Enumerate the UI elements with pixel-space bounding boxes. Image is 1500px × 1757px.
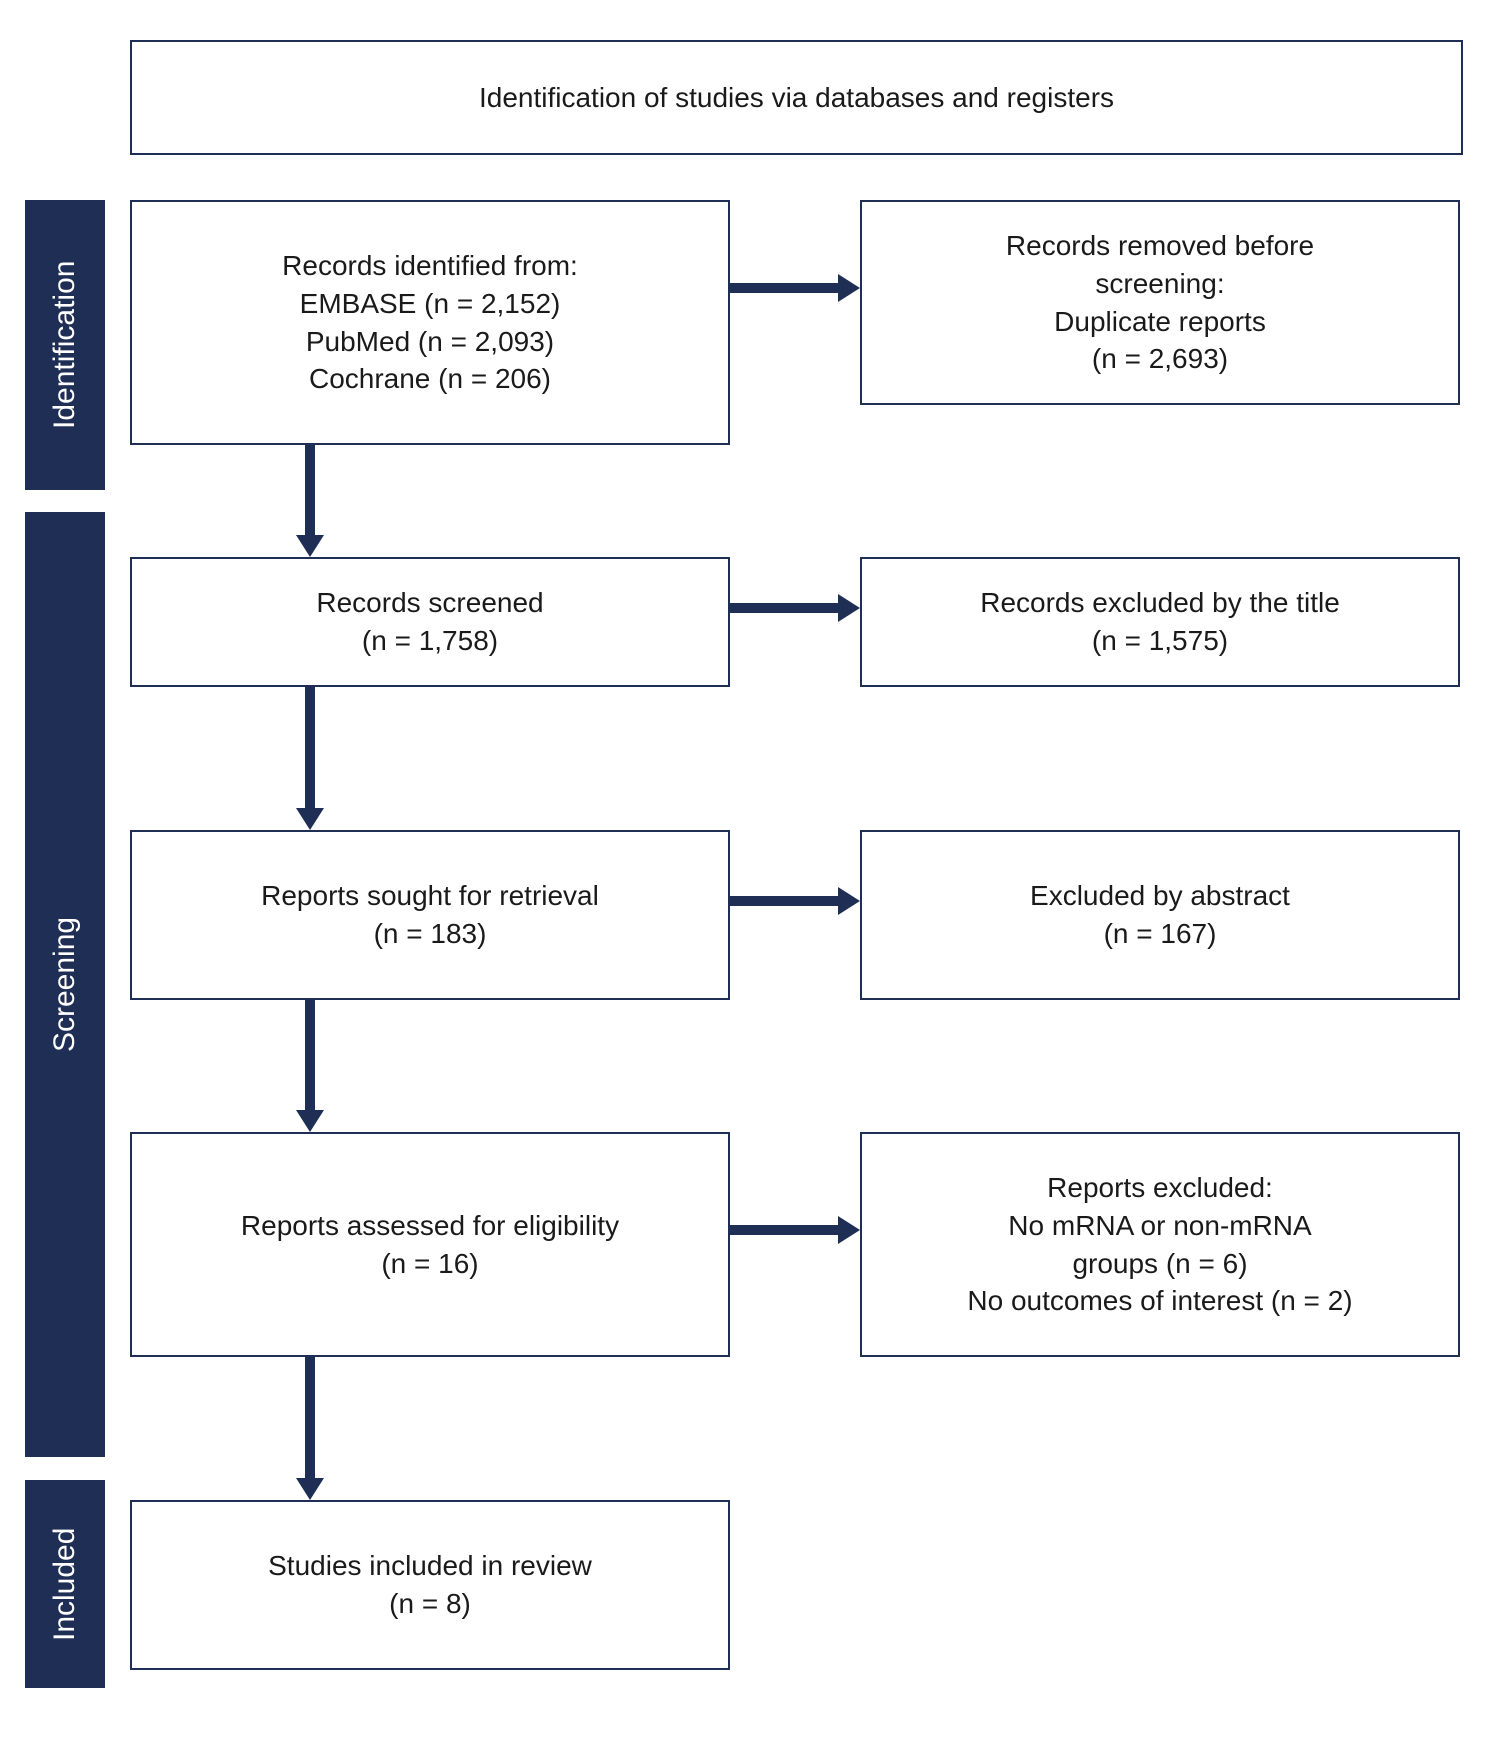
phase-label: Identification xyxy=(48,261,82,429)
box-excluded-reports-line: No outcomes of interest (n = 2) xyxy=(967,1282,1352,1320)
arrow-head-icon xyxy=(296,535,324,557)
box-excluded-title-line: (n = 1,575) xyxy=(1092,622,1228,660)
box-excluded-reports-line: groups (n = 6) xyxy=(1072,1245,1247,1283)
arrow-right xyxy=(730,274,860,302)
box-identified-line: PubMed (n = 2,093) xyxy=(306,323,554,361)
box-excluded-abstract: Excluded by abstract(n = 167) xyxy=(860,830,1460,1000)
box-excluded-reports-line: Reports excluded: xyxy=(1047,1169,1273,1207)
box-excluded-abstract-line: Excluded by abstract xyxy=(1030,877,1290,915)
arrow-down xyxy=(296,445,324,557)
arrow-shaft xyxy=(305,1357,315,1478)
box-screened-line: Records screened xyxy=(316,584,543,622)
arrow-head-icon xyxy=(296,1478,324,1500)
arrow-right xyxy=(730,1216,860,1244)
box-identified-line: Records identified from: xyxy=(282,247,578,285)
box-excluded-abstract-line: (n = 167) xyxy=(1104,915,1217,953)
box-screened-line: (n = 1,758) xyxy=(362,622,498,660)
arrow-down xyxy=(296,1357,324,1500)
arrow-shaft xyxy=(730,603,838,613)
box-removed-line: screening: xyxy=(1095,265,1224,303)
box-excluded-title: Records excluded by the title(n = 1,575) xyxy=(860,557,1460,687)
phase-screening: Screening xyxy=(25,512,105,1457)
box-identified-line: EMBASE (n = 2,152) xyxy=(300,285,561,323)
phase-label: Included xyxy=(48,1527,82,1640)
arrow-down xyxy=(296,1000,324,1132)
arrow-shaft xyxy=(305,445,315,535)
box-sought-line: (n = 183) xyxy=(374,915,487,953)
arrow-down xyxy=(296,687,324,830)
box-removed: Records removed beforescreening:Duplicat… xyxy=(860,200,1460,405)
box-included: Studies included in review(n = 8) xyxy=(130,1500,730,1670)
arrow-shaft xyxy=(305,687,315,808)
box-identified-line: Cochrane (n = 206) xyxy=(309,360,551,398)
box-included-line: (n = 8) xyxy=(389,1585,471,1623)
arrow-shaft xyxy=(730,1225,838,1235)
box-excluded-title-line: Records excluded by the title xyxy=(980,584,1340,622)
arrow-shaft xyxy=(730,283,838,293)
prisma-flowchart: Identification of studies via databases … xyxy=(0,0,1500,1757)
arrow-head-icon xyxy=(296,808,324,830)
arrow-head-icon xyxy=(838,1216,860,1244)
box-assessed-line: (n = 16) xyxy=(381,1245,478,1283)
box-removed-line: Duplicate reports xyxy=(1054,303,1266,341)
box-sought: Reports sought for retrieval(n = 183) xyxy=(130,830,730,1000)
header-box: Identification of studies via databases … xyxy=(130,40,1463,155)
arrow-head-icon xyxy=(838,887,860,915)
box-sought-line: Reports sought for retrieval xyxy=(261,877,599,915)
box-assessed: Reports assessed for eligibility(n = 16) xyxy=(130,1132,730,1357)
arrow-head-icon xyxy=(838,274,860,302)
phase-label: Screening xyxy=(48,917,82,1052)
box-removed-line: (n = 2,693) xyxy=(1092,340,1228,378)
box-assessed-line: Reports assessed for eligibility xyxy=(241,1207,619,1245)
arrow-shaft xyxy=(305,1000,315,1110)
box-identified: Records identified from:EMBASE (n = 2,15… xyxy=(130,200,730,445)
box-included-line: Studies included in review xyxy=(268,1547,592,1585)
header-text: Identification of studies via databases … xyxy=(479,79,1114,117)
phase-identification: Identification xyxy=(25,200,105,490)
box-screened: Records screened(n = 1,758) xyxy=(130,557,730,687)
arrow-right xyxy=(730,594,860,622)
box-excluded-reports-line: No mRNA or non-mRNA xyxy=(1008,1207,1311,1245)
arrow-head-icon xyxy=(296,1110,324,1132)
box-excluded-reports: Reports excluded:No mRNA or non-mRNAgrou… xyxy=(860,1132,1460,1357)
box-removed-line: Records removed before xyxy=(1006,227,1314,265)
arrow-shaft xyxy=(730,896,838,906)
arrow-head-icon xyxy=(838,594,860,622)
phase-included: Included xyxy=(25,1480,105,1688)
arrow-right xyxy=(730,887,860,915)
